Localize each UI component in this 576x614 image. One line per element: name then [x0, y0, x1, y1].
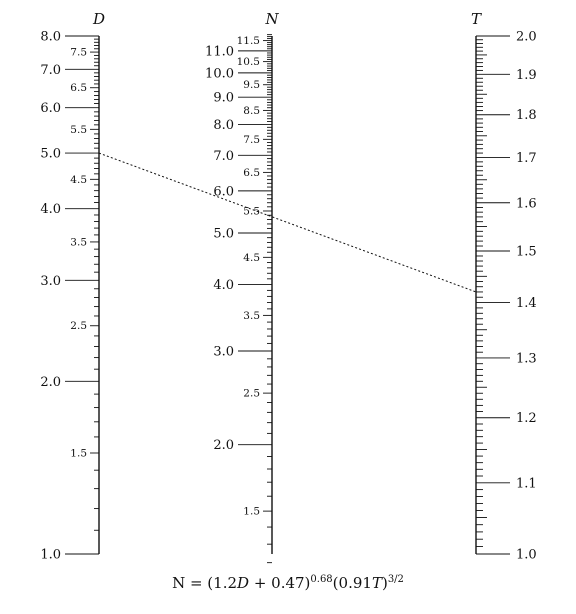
n-minor-label: 5.5 — [243, 205, 260, 217]
n-minor-label: 10.5 — [237, 56, 260, 68]
d-minor-label: 5.5 — [70, 124, 87, 136]
n-minor-label: 3.5 — [243, 310, 260, 322]
t-major-label: 1.2 — [516, 411, 537, 426]
t-major-label: 1.4 — [516, 296, 537, 311]
index-line — [98, 152, 477, 293]
t-major-label: 1.8 — [516, 108, 537, 123]
n-minor-label: 9.5 — [243, 79, 260, 91]
n-major-label: 10.0 — [205, 66, 234, 81]
d-minor-label: 3.5 — [70, 236, 87, 248]
t-major-label: 2.0 — [516, 30, 537, 45]
formula-mid: + 0.47) — [249, 574, 310, 592]
d-major-label: 1.0 — [40, 548, 61, 563]
formula: N = (1.2D + 0.47)0.68(0.91T)3/2 — [172, 574, 404, 592]
formula-exp1: 0.68 — [310, 574, 332, 585]
n-major-label: 8.0 — [213, 118, 234, 133]
d-major-label: 8.0 — [40, 30, 61, 45]
n-major-label: 6.0 — [213, 184, 234, 199]
n-major-label: 3.0 — [213, 345, 234, 360]
formula-t: T — [372, 574, 383, 592]
n-major-label: 11.0 — [205, 44, 234, 59]
n-major-label: 4.0 — [213, 278, 234, 293]
t-scale: 1.0 1.1 1.2 1.3 1.4 1.5 1.6 1.7 1.8 1.9 2.0 — [475, 30, 537, 563]
t-major-label: 1.3 — [516, 351, 537, 366]
d-major-label: 5.0 — [40, 147, 61, 162]
t-major-label: 1.7 — [516, 151, 537, 166]
n-minor-label: 11.5 — [237, 35, 260, 47]
n-minor-label: 6.5 — [243, 167, 260, 179]
d-minor-label: 6.5 — [70, 82, 87, 94]
n-minor-label: 1.5 — [243, 506, 260, 518]
n-major-label: 5.0 — [213, 226, 234, 241]
n-minor-label: 2.5 — [243, 388, 260, 400]
d-major-label: 2.0 — [40, 375, 61, 390]
formula-exp2: 3/2 — [388, 574, 404, 585]
t-major-label: 1.5 — [516, 244, 537, 259]
t-major-label: 1.0 — [516, 548, 537, 563]
d-axis-title: D — [92, 10, 105, 28]
formula-lhs: N = (1.2 — [172, 574, 237, 592]
t-major-label: 1.6 — [516, 196, 537, 211]
d-major-label: 3.0 — [40, 274, 61, 289]
d-major-label: 6.0 — [40, 101, 61, 116]
d-major-label: 7.0 — [40, 63, 61, 78]
d-minor-label: 2.5 — [70, 320, 87, 332]
d-minor-label: 7.5 — [70, 47, 87, 59]
n-major-label: 2.0 — [213, 438, 234, 453]
formula-d: D — [236, 574, 249, 592]
n-scale: 2.0 3.0 4.0 5.0 6.0 7.0 8.0 9.0 10.0 11.0 1.5 2.5 3.… — [205, 34, 273, 564]
formula-mid2: (0.91 — [333, 574, 372, 592]
n-major-label: 9.0 — [213, 91, 234, 106]
n-minor-label: 8.5 — [243, 105, 260, 117]
t-axis-title: T — [471, 10, 482, 28]
d-scale: 1.0 2.0 3.0 4.0 5.0 6.0 7.0 8.0 1.5 2.5 3.5 4.5 5.5 6… — [40, 30, 100, 563]
t-major-label: 1.1 — [516, 476, 537, 491]
n-major-label: 7.0 — [213, 149, 234, 164]
formula-close: ) — [382, 574, 388, 592]
n-minor-label: 7.5 — [243, 134, 260, 146]
d-minor-label: 4.5 — [70, 174, 87, 186]
t-major-label: 1.9 — [516, 68, 537, 83]
d-major-label: 4.0 — [40, 202, 61, 217]
n-axis-title: N — [264, 10, 279, 28]
n-minor-label: 4.5 — [243, 252, 260, 264]
d-minor-label: 1.5 — [70, 447, 87, 459]
